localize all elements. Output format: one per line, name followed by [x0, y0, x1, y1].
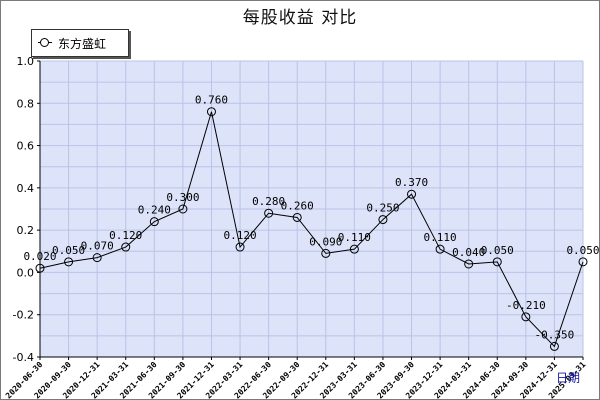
- data-label: 0.120: [109, 229, 142, 242]
- y-tick-labels: 1.0 0.8 0.6 0.4 0.2 0.0 -0.2 -0.4: [13, 55, 34, 364]
- data-point: [464, 259, 474, 269]
- legend-label: 东方盛虹: [58, 37, 107, 51]
- data-label: 0.070: [81, 240, 114, 253]
- data-label: 0.250: [366, 202, 399, 215]
- data-point: [235, 242, 245, 252]
- data-label: 0.280: [252, 195, 285, 208]
- data-label: 0.050: [52, 244, 85, 257]
- y-tick-label: 0.8: [17, 97, 35, 110]
- data-point: [378, 215, 388, 225]
- series-line: [39, 111, 584, 348]
- data-label: 0.260: [281, 199, 314, 212]
- y-tick-label: -0.4: [13, 351, 34, 364]
- data-point: [321, 248, 331, 258]
- data-label: -0.210: [506, 299, 546, 312]
- chart-title: 每股收益 对比: [242, 8, 358, 28]
- data-point: [35, 263, 45, 273]
- data-point: [549, 341, 559, 351]
- data-label: 0.090: [309, 235, 342, 248]
- data-point: [349, 244, 359, 254]
- data-label: -0.350: [535, 328, 575, 341]
- data-point: [121, 242, 131, 252]
- data-label: 0.110: [424, 231, 457, 244]
- y-tick-label: -0.2: [13, 309, 34, 322]
- data-point: [149, 217, 159, 227]
- series-eps: [35, 107, 588, 351]
- data-labels: 0.0200.0500.0700.1200.2400.3000.7600.120…: [23, 94, 599, 342]
- x-axis-title: 日期: [556, 371, 580, 385]
- data-point: [578, 257, 588, 267]
- data-point: [178, 204, 188, 214]
- data-point: [206, 107, 216, 117]
- legend: 东方盛虹: [31, 29, 129, 57]
- data-label: 0.040: [452, 246, 485, 259]
- data-label: 0.370: [395, 176, 428, 189]
- y-tick-label: 0.0: [17, 266, 35, 279]
- data-label: 0.020: [23, 250, 56, 263]
- data-label: 0.050: [481, 244, 514, 257]
- data-point: [435, 244, 445, 254]
- data-label: 0.110: [338, 231, 371, 244]
- data-label: 0.760: [195, 94, 228, 107]
- data-point: [64, 257, 74, 267]
- data-point: [521, 312, 531, 322]
- y-tick-label: 0.2: [17, 224, 35, 237]
- data-point: [492, 257, 502, 267]
- y-tick-label: 0.6: [17, 140, 35, 153]
- data-point: [92, 253, 102, 263]
- data-label: 0.120: [223, 229, 256, 242]
- axes: [37, 60, 584, 360]
- y-tick-label: 0.4: [17, 182, 35, 195]
- data-label: 0.240: [138, 204, 171, 217]
- data-point: [407, 189, 417, 199]
- legend-marker-icon: [40, 38, 49, 47]
- y-tick-label: 1.0: [17, 55, 35, 68]
- x-tick-labels: 2020-06-302020-09-302020-12-312021-03-31…: [4, 360, 588, 400]
- data-label: 0.050: [566, 244, 599, 257]
- data-point: [292, 212, 302, 222]
- data-label: 0.300: [166, 191, 199, 204]
- data-point: [264, 208, 274, 218]
